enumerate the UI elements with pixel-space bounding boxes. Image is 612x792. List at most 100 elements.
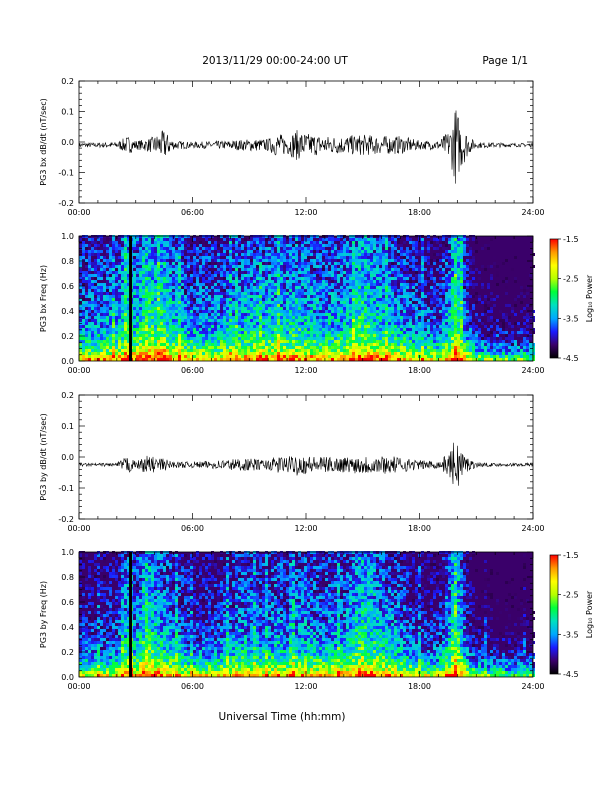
heatmap-cell bbox=[412, 256, 415, 259]
heatmap-cell bbox=[316, 265, 319, 268]
heatmap-cell bbox=[424, 295, 427, 298]
heatmap-cell bbox=[370, 319, 373, 322]
heatmap-cell bbox=[280, 250, 283, 253]
heatmap-cell bbox=[298, 241, 301, 244]
heatmap-cell bbox=[403, 358, 406, 361]
heatmap-cell bbox=[202, 235, 205, 238]
heatmap-cell bbox=[85, 310, 88, 313]
heatmap-cell bbox=[235, 346, 238, 349]
heatmap-cell bbox=[100, 301, 103, 304]
heatmap-cell bbox=[211, 340, 214, 343]
heatmap-cell bbox=[331, 235, 334, 238]
heatmap-cell bbox=[172, 355, 175, 358]
heatmap-cell bbox=[139, 355, 142, 358]
heatmap-cell bbox=[160, 325, 163, 328]
heatmap-cell bbox=[229, 268, 232, 271]
heatmap-cell bbox=[124, 289, 127, 292]
heatmap-cell bbox=[310, 268, 313, 271]
heatmap-cell bbox=[433, 253, 436, 256]
heatmap-cell bbox=[442, 322, 445, 325]
heatmap-cell bbox=[280, 316, 283, 319]
heatmap-cell bbox=[355, 292, 358, 295]
heatmap-cell bbox=[424, 277, 427, 280]
heatmap-cell bbox=[118, 277, 121, 280]
heatmap-cell bbox=[265, 346, 268, 349]
heatmap-cell bbox=[79, 331, 82, 334]
heatmap-cell bbox=[415, 319, 418, 322]
heatmap-cell bbox=[289, 343, 292, 346]
heatmap-cell bbox=[190, 268, 193, 271]
heatmap-cell bbox=[319, 358, 322, 361]
heatmap-cell bbox=[202, 247, 205, 250]
heatmap-cell bbox=[208, 316, 211, 319]
heatmap-cell bbox=[397, 256, 400, 259]
heatmap-cell bbox=[397, 286, 400, 289]
heatmap-cell bbox=[175, 301, 178, 304]
heatmap-cell bbox=[424, 349, 427, 352]
heatmap-cell bbox=[232, 337, 235, 340]
heatmap-cell bbox=[421, 238, 424, 241]
heatmap-cell bbox=[163, 316, 166, 319]
heatmap-cell bbox=[283, 283, 286, 286]
heatmap-cell bbox=[229, 274, 232, 277]
heatmap-cell bbox=[151, 307, 154, 310]
heatmap-cell bbox=[421, 256, 424, 259]
heatmap-cell bbox=[436, 301, 439, 304]
heatmap-cell bbox=[310, 289, 313, 292]
heatmap-cell bbox=[424, 334, 427, 337]
heatmap-cell bbox=[274, 319, 277, 322]
heatmap-cell bbox=[379, 295, 382, 298]
heatmap-cell bbox=[388, 307, 391, 310]
heatmap-cell bbox=[379, 304, 382, 307]
heatmap-cell bbox=[385, 313, 388, 316]
heatmap-cell bbox=[208, 247, 211, 250]
heatmap-cell bbox=[193, 340, 196, 343]
heatmap-cell bbox=[412, 343, 415, 346]
heatmap-cell bbox=[358, 331, 361, 334]
heatmap-cell bbox=[187, 280, 190, 283]
heatmap-cell bbox=[220, 337, 223, 340]
heatmap-cell bbox=[157, 235, 160, 238]
heatmap-cell bbox=[385, 274, 388, 277]
heatmap-cell bbox=[238, 238, 241, 241]
heatmap-cell bbox=[430, 331, 433, 334]
heatmap-cell bbox=[322, 259, 325, 262]
heatmap-cell bbox=[361, 304, 364, 307]
heatmap-cell bbox=[208, 271, 211, 274]
heatmap-cell bbox=[205, 295, 208, 298]
heatmap-cell bbox=[220, 355, 223, 358]
heatmap-cell bbox=[247, 319, 250, 322]
heatmap-cell bbox=[229, 289, 232, 292]
heatmap-cell bbox=[91, 358, 94, 361]
heatmap-cell bbox=[421, 268, 424, 271]
heatmap-cell bbox=[370, 259, 373, 262]
heatmap-cell bbox=[310, 265, 313, 268]
heatmap-cell bbox=[97, 346, 100, 349]
heatmap-cell bbox=[274, 277, 277, 280]
heatmap-cell bbox=[388, 310, 391, 313]
heatmap-cell bbox=[115, 253, 118, 256]
heatmap-cell bbox=[427, 316, 430, 319]
heatmap-cell bbox=[148, 337, 151, 340]
heatmap-cell bbox=[220, 289, 223, 292]
heatmap-cell bbox=[349, 304, 352, 307]
heatmap-cell bbox=[121, 355, 124, 358]
heatmap-cell bbox=[331, 349, 334, 352]
heatmap-cell bbox=[373, 268, 376, 271]
heatmap-cell bbox=[286, 328, 289, 331]
heatmap-cell bbox=[418, 334, 421, 337]
heatmap-cell bbox=[340, 331, 343, 334]
heatmap-cell bbox=[403, 352, 406, 355]
heatmap-cell bbox=[391, 244, 394, 247]
heatmap-cell bbox=[373, 301, 376, 304]
heatmap-cell bbox=[241, 298, 244, 301]
heatmap-cell bbox=[238, 349, 241, 352]
heatmap-cell bbox=[223, 310, 226, 313]
heatmap-cell bbox=[331, 355, 334, 358]
heatmap-cell bbox=[307, 280, 310, 283]
heatmap-cell bbox=[373, 340, 376, 343]
heatmap-cell bbox=[268, 313, 271, 316]
heatmap-cell bbox=[190, 313, 193, 316]
heatmap-cell bbox=[136, 238, 139, 241]
heatmap-cell bbox=[142, 307, 145, 310]
